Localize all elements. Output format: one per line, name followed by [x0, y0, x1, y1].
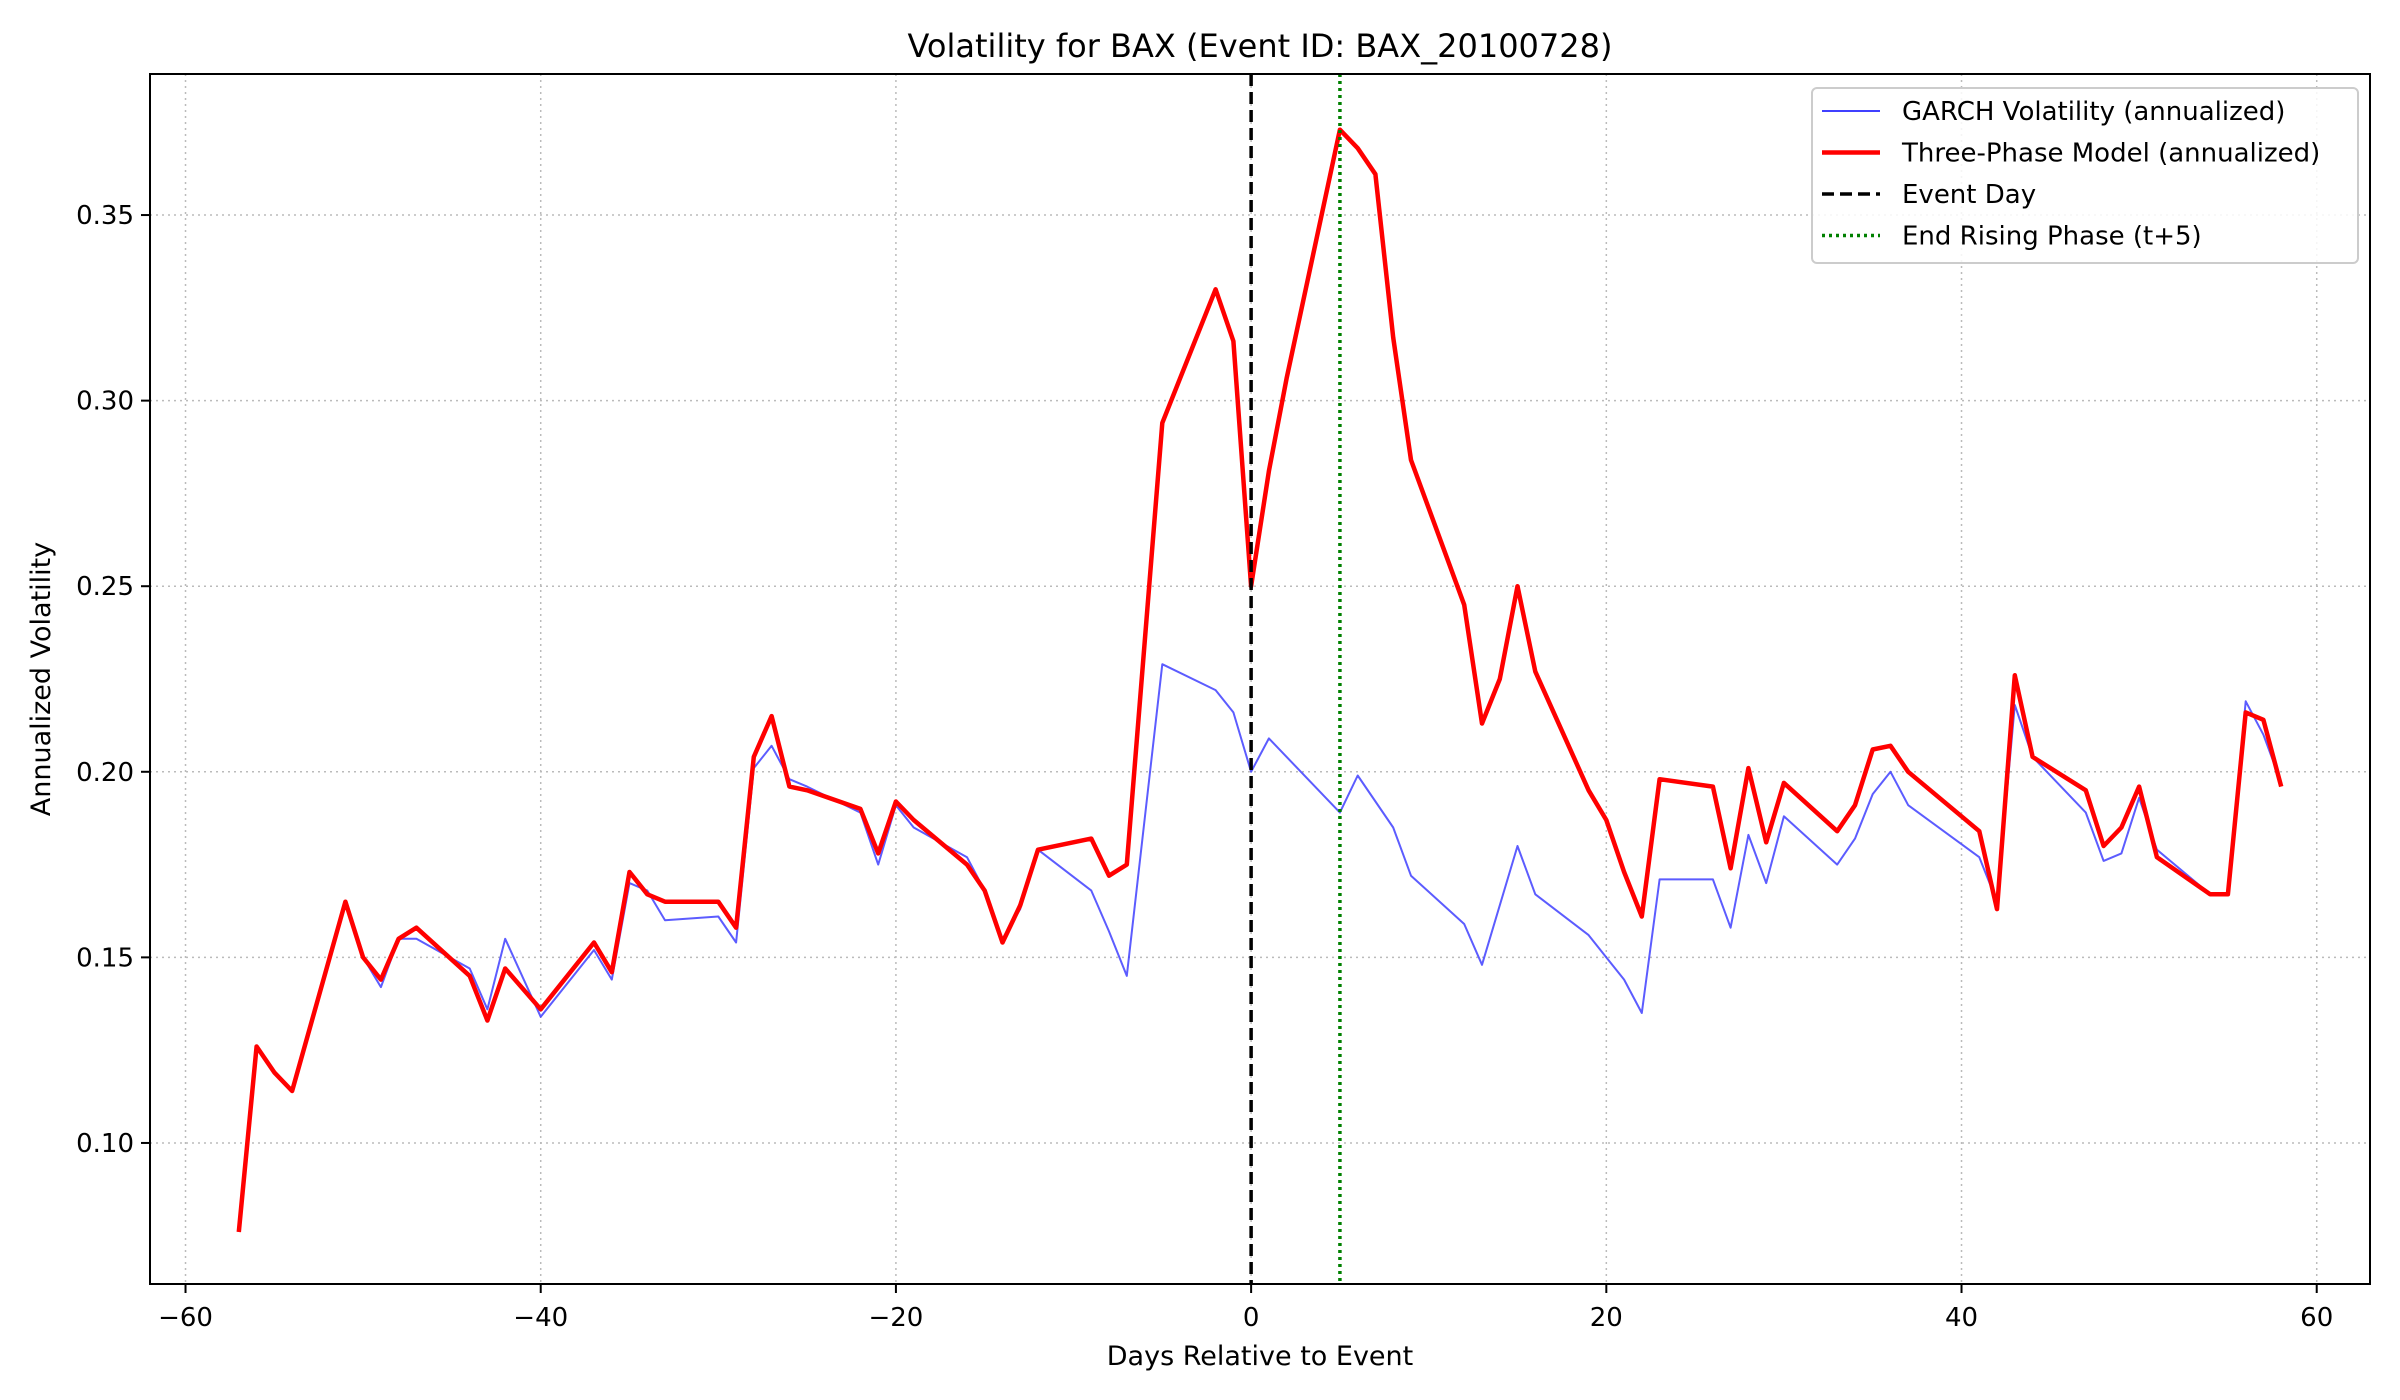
legend-label: Three-Phase Model (annualized): [1901, 139, 2320, 169]
x-tick-label: −20: [868, 1303, 923, 1333]
y-tick-label: 0.30: [76, 387, 134, 417]
x-tick-label: −60: [158, 1303, 213, 1333]
x-axis-label: Days Relative to Event: [1107, 1341, 1413, 1372]
x-tick-label: 20: [1590, 1303, 1623, 1333]
three-phase-model-line: [236, 127, 2284, 1233]
garch-volatility-line: [237, 663, 2283, 1233]
x-tick-label: −40: [513, 1303, 568, 1333]
x-tick-label: 40: [1945, 1303, 1978, 1333]
y-tick-label: 0.25: [76, 572, 134, 602]
legend-label: Event Day: [1902, 180, 2036, 210]
reference-lines: [1249, 74, 1342, 1284]
legend: GARCH Volatility (annualized) Three-Phase…: [1811, 87, 2359, 264]
chart-title: Volatility for BAX (Event ID: BAX_201007…: [908, 27, 1613, 65]
legend-label: GARCH Volatility (annualized): [1902, 97, 2285, 127]
x-axis-ticks: −60 −40 −20 0 20 40 60: [158, 1284, 2333, 1333]
x-tick-label: 60: [2300, 1303, 2333, 1333]
legend-box: [1811, 87, 2359, 264]
x-tick-label: 0: [1243, 1303, 1260, 1333]
plot-area-frame: [149, 73, 2371, 1285]
y-tick-label: 0.35: [76, 201, 134, 231]
y-axis-ticks: 0.10 0.15 0.20 0.25 0.30 0.35: [76, 201, 150, 1159]
y-tick-label: 0.20: [76, 758, 134, 788]
y-tick-label: 0.10: [76, 1129, 134, 1159]
y-axis-label: Annualized Volatility: [26, 542, 57, 816]
y-tick-label: 0.15: [76, 943, 134, 973]
series-lines: [236, 127, 2284, 1233]
legend-label: End Rising Phase (t+5): [1902, 222, 2202, 252]
